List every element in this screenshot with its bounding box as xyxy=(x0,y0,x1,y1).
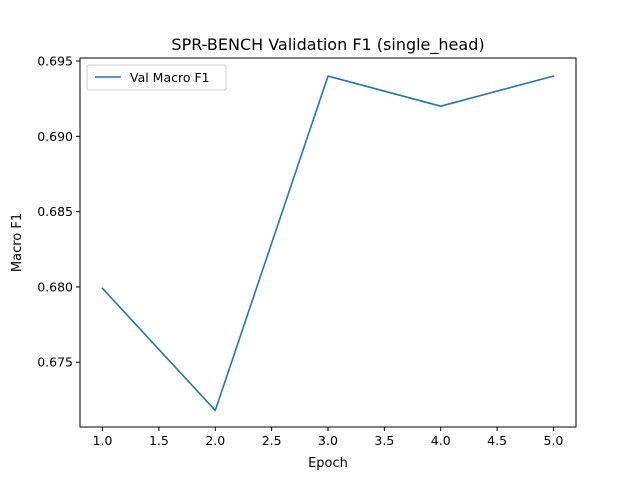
x-tick-label: 4.5 xyxy=(487,433,507,448)
x-axis-label: Epoch xyxy=(308,456,348,471)
y-tick-label: 0.680 xyxy=(37,279,73,294)
x-tick-label: 2.0 xyxy=(205,433,225,448)
legend-label-val-macro-f1: Val Macro F1 xyxy=(130,70,210,85)
x-tick-label: 4.0 xyxy=(431,433,451,448)
legend: Val Macro F1 xyxy=(86,64,227,91)
y-axis-label: Macro F1 xyxy=(10,213,25,272)
x-tick-label: 3.5 xyxy=(374,433,394,448)
x-axis: 1.0 1.5 2.0 2.5 3.0 3.5 4.0 4.5 5.0 xyxy=(93,427,564,448)
y-tick-label: 0.685 xyxy=(37,204,73,219)
plot-area-frame xyxy=(79,57,577,428)
y-tick-label: 0.690 xyxy=(37,129,73,144)
y-tick-label: 0.675 xyxy=(37,355,73,370)
x-tick-label: 5.0 xyxy=(544,433,564,448)
y-axis: 0.675 0.680 0.685 0.690 0.695 xyxy=(37,54,80,370)
x-tick-label: 2.5 xyxy=(262,433,282,448)
y-tick-label: 0.695 xyxy=(37,54,73,69)
chart-title: SPR-BENCH Validation F1 (single_head) xyxy=(171,35,484,55)
x-tick-label: 3.0 xyxy=(318,433,338,448)
series-line-val-macro-f1 xyxy=(101,75,555,412)
x-tick-label: 1.5 xyxy=(149,433,169,448)
legend-box xyxy=(86,64,227,91)
x-tick-label: 1.0 xyxy=(93,433,113,448)
series-layer xyxy=(101,75,555,412)
